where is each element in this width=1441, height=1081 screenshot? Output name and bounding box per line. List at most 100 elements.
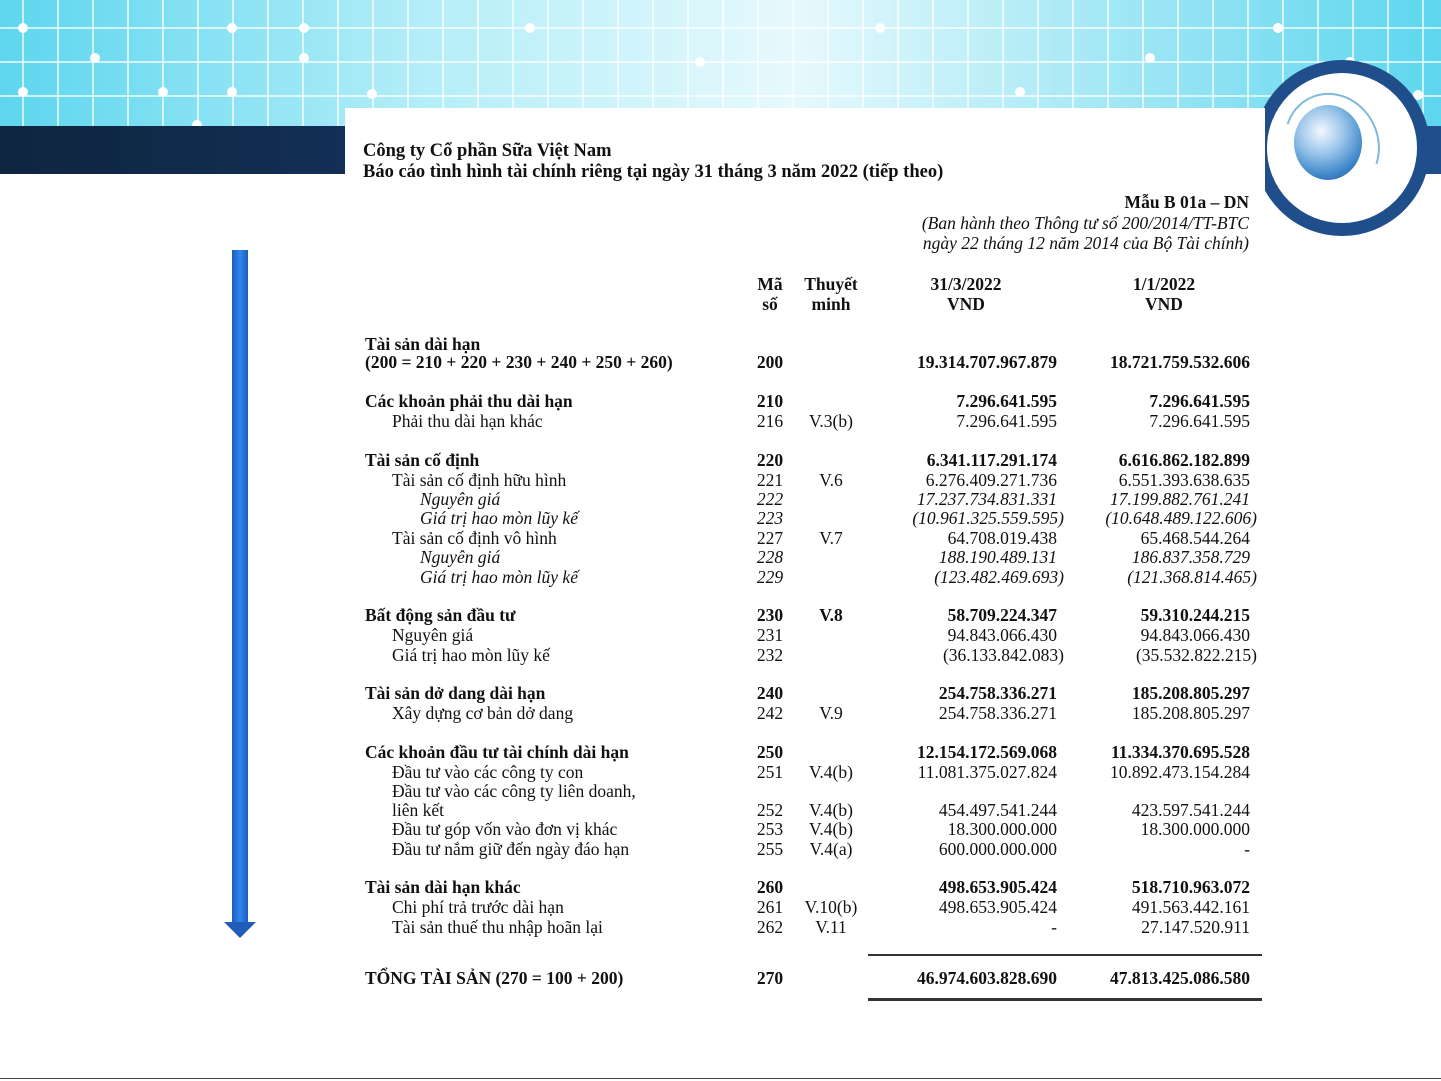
row-label: Các khoản đầu tư tài chính dài hạn — [365, 742, 629, 762]
row-label: Nguyên giá — [392, 625, 474, 645]
row-code: 216 — [756, 411, 784, 431]
arrow-down-icon — [224, 922, 256, 938]
report-title: Báo cáo tình hình tài chính riêng tại ng… — [363, 162, 944, 182]
row-note: V.4(b) — [809, 819, 853, 839]
row-note: V.11 — [815, 917, 847, 937]
row-code: 228 — [756, 547, 784, 567]
row-value-31-3-2022: 6.341.117.291.174 — [926, 450, 1057, 470]
row-label: Giá trị hao mòn lũy kế — [420, 508, 578, 528]
total-double-rule — [868, 998, 1262, 1001]
row-label: Đầu tư vào các công ty liên doanh, — [392, 781, 636, 801]
row-label: Tài sản dài hạn — [365, 334, 481, 354]
row-code: 242 — [756, 703, 784, 723]
row-note: V.4(b) — [809, 800, 853, 820]
header-note-1: Thuyết — [804, 274, 858, 294]
grid-node — [158, 87, 168, 97]
row-value-31-3-2022: 7.296.641.595 — [956, 411, 1057, 431]
down-arrow — [232, 250, 248, 922]
grid-node — [299, 53, 309, 63]
row-code: 270 — [756, 968, 784, 988]
row-code: 220 — [756, 450, 784, 470]
bottom-divider — [0, 1078, 1441, 1079]
row-code: 255 — [756, 839, 784, 859]
row-value-1-1-2022: 6.551.393.638.635 — [1118, 470, 1250, 490]
row-value-31-3-2022: 94.843.066.430 — [947, 625, 1057, 645]
scanned-document — [345, 108, 1265, 1023]
row-code: 230 — [756, 605, 784, 625]
row-value-31-3-2022: (123.482.469.693) — [934, 567, 1064, 587]
row-note: V.4(a) — [809, 839, 853, 859]
row-code: 261 — [756, 897, 784, 917]
row-value-1-1-2022: 94.843.066.430 — [1140, 625, 1250, 645]
row-value-31-3-2022: - — [1051, 917, 1057, 937]
row-value-1-1-2022: 18.300.000.000 — [1140, 819, 1250, 839]
grid-node — [227, 87, 237, 97]
row-code: 252 — [756, 800, 784, 820]
row-label: (200 = 210 + 220 + 230 + 240 + 250 + 260… — [365, 352, 673, 372]
grid-node — [1015, 87, 1025, 97]
row-value-31-3-2022: 254.758.336.271 — [938, 683, 1057, 703]
row-value-31-3-2022: (36.133.842.083) — [942, 645, 1064, 665]
row-value-1-1-2022: - — [1244, 839, 1250, 859]
row-value-31-3-2022: 18.300.000.000 — [947, 819, 1057, 839]
grid-node — [1273, 23, 1283, 33]
row-code: 222 — [756, 489, 784, 509]
row-code: 232 — [756, 645, 784, 665]
form-note-line1: (Ban hành theo Thông tư số 200/2014/TT-B… — [921, 213, 1249, 233]
header-col1-unit: VND — [947, 294, 985, 314]
row-note: V.3(b) — [809, 411, 853, 431]
row-value-1-1-2022: 10.892.473.154.284 — [1110, 762, 1250, 782]
row-value-31-3-2022: 188.190.489.131 — [938, 547, 1057, 567]
company-name: Công ty Cổ phần Sữa Việt Nam — [363, 141, 612, 161]
row-label: liên kết — [392, 800, 444, 820]
row-value-1-1-2022: 7.296.641.595 — [1149, 391, 1250, 411]
row-value-1-1-2022: 27.147.520.911 — [1141, 917, 1250, 937]
row-value-1-1-2022: 7.296.641.595 — [1149, 411, 1250, 431]
row-value-1-1-2022: 17.199.882.761.241 — [1110, 489, 1250, 509]
grid-node — [18, 87, 28, 97]
row-value-31-3-2022: 254.758.336.271 — [938, 703, 1057, 723]
row-value-1-1-2022: 6.616.862.182.899 — [1118, 450, 1250, 470]
row-value-1-1-2022: 423.597.541.244 — [1131, 800, 1250, 820]
row-code: 240 — [756, 683, 784, 703]
title-bar — [0, 126, 345, 174]
subtotal-rule — [868, 954, 1262, 956]
row-value-31-3-2022: 12.154.172.569.068 — [917, 742, 1057, 762]
row-code: 231 — [756, 625, 784, 645]
grid-node — [695, 57, 705, 67]
form-code: Mẫu B 01a – DN — [1124, 192, 1249, 212]
header-col2-date: 1/1/2022 — [1132, 274, 1196, 294]
row-value-1-1-2022: 186.837.358.729 — [1131, 547, 1250, 567]
grid-node — [1413, 90, 1423, 100]
row-value-31-3-2022: 46.974.603.828.690 — [917, 968, 1057, 988]
row-note: V.9 — [819, 703, 843, 723]
grid-node — [367, 89, 377, 99]
header-note-2: minh — [811, 294, 851, 314]
globe-icon — [1294, 105, 1362, 180]
row-value-1-1-2022: 59.310.244.215 — [1140, 605, 1250, 625]
row-code: 210 — [756, 391, 784, 411]
header-code-1: Mã — [757, 274, 783, 294]
header-col1-date: 31/3/2022 — [930, 274, 1002, 294]
row-code: 227 — [756, 528, 784, 548]
row-value-31-3-2022: 498.653.905.424 — [938, 877, 1057, 897]
grid-pattern — [0, 0, 1441, 126]
grid-node — [875, 23, 885, 33]
row-label: Giá trị hao mòn lũy kế — [420, 567, 578, 587]
row-value-31-3-2022: 17.237.734.831.331 — [917, 489, 1057, 509]
row-label: Nguyên giá — [420, 547, 501, 567]
row-value-31-3-2022: (10.961.325.559.595) — [912, 508, 1064, 528]
row-value-31-3-2022: 6.276.409.271.736 — [925, 470, 1057, 490]
header-col2-unit: VND — [1145, 294, 1183, 314]
row-note: V.8 — [819, 605, 843, 625]
row-value-31-3-2022: 64.708.019.438 — [947, 528, 1057, 548]
row-label: Phải thu dài hạn khác — [392, 411, 543, 431]
row-value-1-1-2022: 518.710.963.072 — [1131, 877, 1250, 897]
row-code: 221 — [756, 470, 784, 490]
row-label: Tài sản cố định vô hình — [392, 528, 557, 548]
grid-node — [18, 23, 28, 33]
row-label: Tài sản dở dang dài hạn — [365, 683, 546, 703]
row-label: Đầu tư vào các công ty con — [392, 762, 584, 782]
row-label: Xây dựng cơ bản dở dang — [392, 703, 574, 723]
row-value-31-3-2022: 58.709.224.347 — [947, 605, 1057, 625]
